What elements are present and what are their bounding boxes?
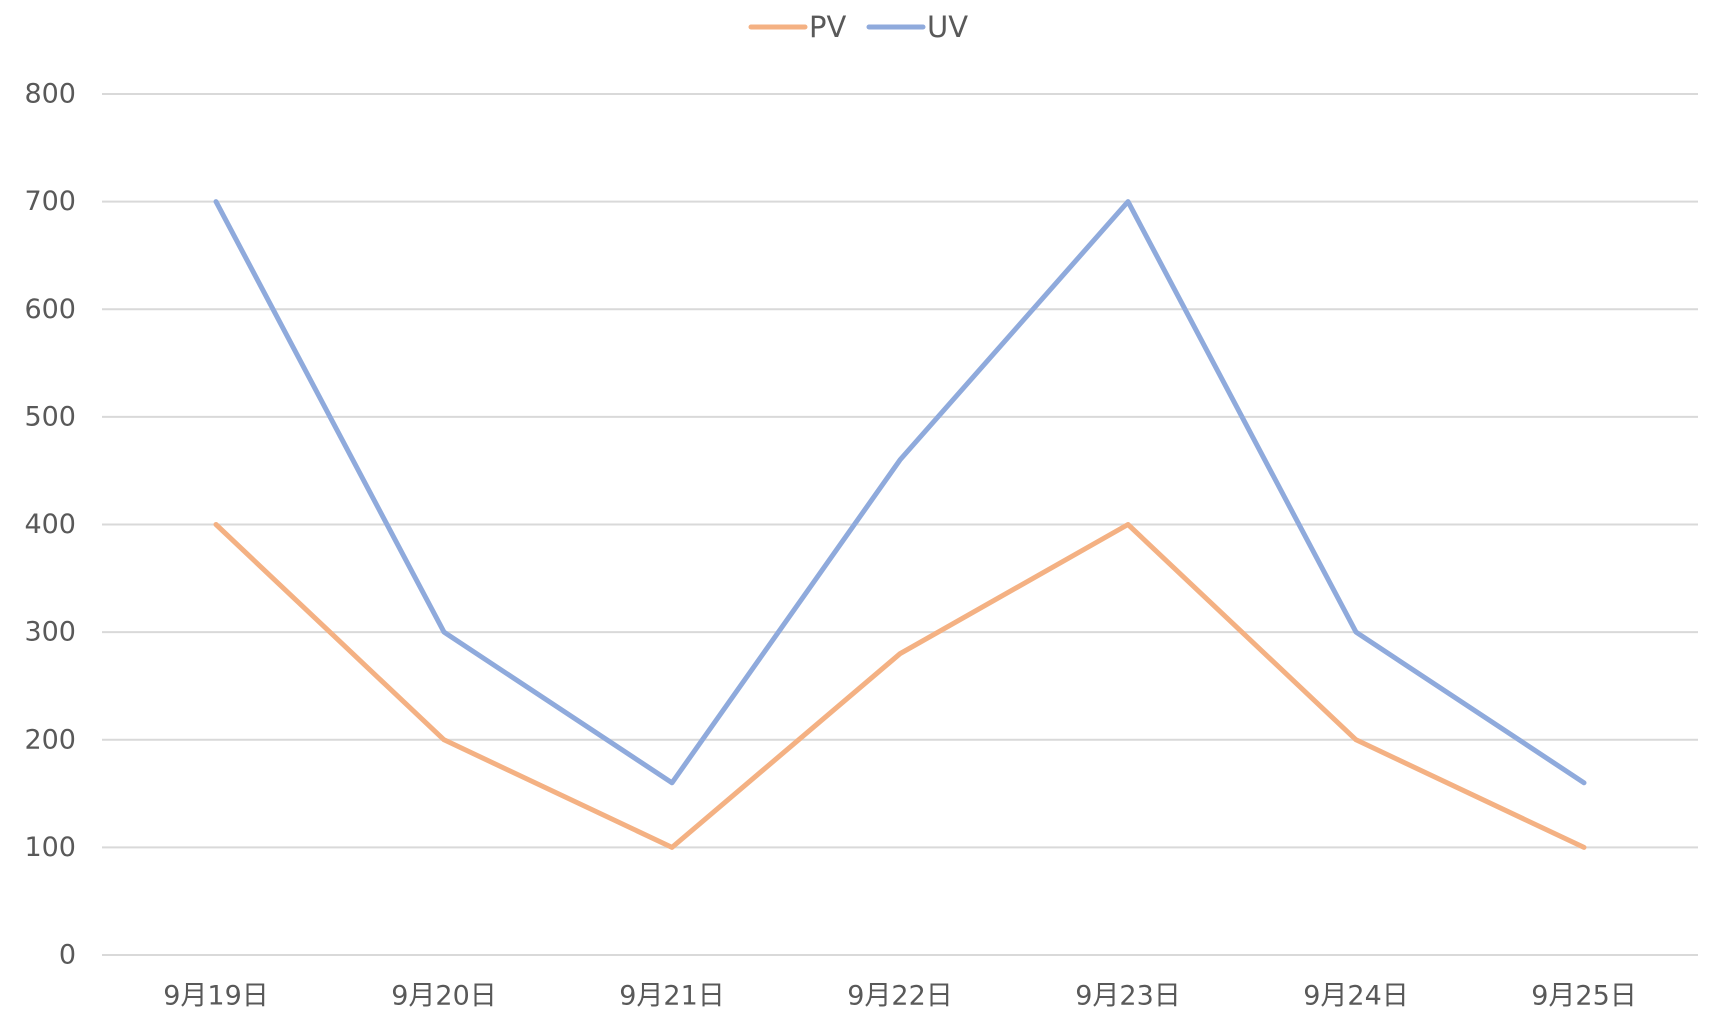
legend-label-uv: UV <box>927 10 968 44</box>
y-tick-label: 400 <box>24 509 76 540</box>
y-tick-label: 800 <box>24 79 76 110</box>
y-tick-label: 200 <box>24 724 76 755</box>
x-tick-label: 9月19日 <box>163 981 269 1012</box>
x-tick-label: 9月22日 <box>847 981 953 1012</box>
y-tick-label: 700 <box>24 186 76 217</box>
legend-label-pv: PV <box>809 10 846 44</box>
x-axis: 9月19日 9月20日 9月21日 9月22日 9月23日 9月24日 9月25日 <box>163 981 1637 1012</box>
x-tick-label: 9月25日 <box>1531 981 1637 1012</box>
gridlines <box>102 93 1698 956</box>
x-tick-label: 9月20日 <box>391 981 497 1012</box>
y-axis: 0 100 200 300 400 500 600 700 800 <box>24 79 76 971</box>
y-tick-label: 100 <box>24 832 76 863</box>
y-tick-label: 300 <box>24 617 76 648</box>
legend: PV UV <box>748 10 968 44</box>
y-tick-label: 600 <box>24 294 76 325</box>
series-line-pv <box>213 522 1587 850</box>
x-tick-label: 9月24日 <box>1303 981 1409 1012</box>
y-tick-label: 500 <box>24 401 76 432</box>
series-line-uv <box>213 199 1587 786</box>
y-tick-label: 0 <box>59 940 76 971</box>
x-tick-label: 9月21日 <box>619 981 725 1012</box>
series-lines <box>213 199 1587 850</box>
x-tick-label: 9月23日 <box>1075 981 1181 1012</box>
